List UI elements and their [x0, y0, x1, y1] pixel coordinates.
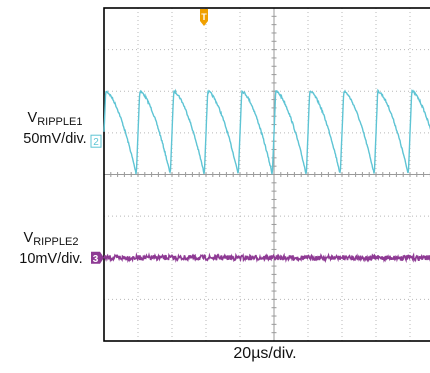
series-scale-vripple2: 10mV/div. [19, 251, 83, 267]
markers: 2 3 T [90, 9, 208, 265]
series-label-vripple2: VRIPPLE2 10mV/div. [4, 230, 98, 268]
series-scale-vripple1: 50mV/div. [23, 131, 87, 147]
series-label-vripple1: VRIPPLE1 50mV/div. [8, 110, 102, 148]
x-axis-label: 20µs/div. [233, 345, 297, 362]
trace-vripple1 [103, 88, 430, 175]
plot-frame [103, 7, 430, 342]
grid [103, 7, 430, 342]
channel-3-marker: 3 [91, 251, 104, 265]
svg-text:T: T [201, 12, 207, 22]
trace-vripple2 [103, 252, 430, 264]
svg-text:2: 2 [93, 137, 99, 148]
traces [103, 88, 430, 264]
svg-text:3: 3 [93, 254, 99, 265]
channel-2-marker: 2 [90, 134, 102, 148]
trigger-marker: T [200, 9, 208, 26]
